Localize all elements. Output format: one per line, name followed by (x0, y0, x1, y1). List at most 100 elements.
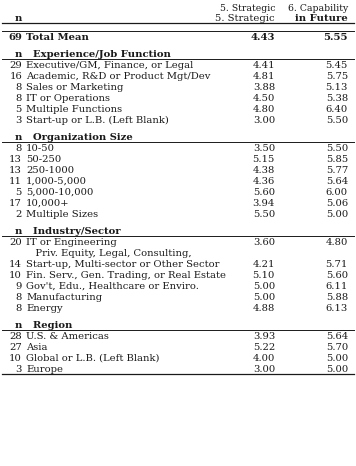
Text: IT or Operations: IT or Operations (26, 94, 110, 103)
Text: Total Mean: Total Mean (26, 33, 89, 42)
Text: 250-1000: 250-1000 (26, 166, 74, 175)
Text: Industry/Sector: Industry/Sector (26, 227, 121, 236)
Text: 8: 8 (16, 83, 22, 92)
Text: 28: 28 (9, 332, 22, 341)
Text: 29: 29 (9, 61, 22, 70)
Text: 5.00: 5.00 (253, 293, 275, 302)
Text: 13: 13 (9, 166, 22, 175)
Text: Academic, R&D or Product Mgt/Dev: Academic, R&D or Product Mgt/Dev (26, 72, 210, 81)
Text: 8: 8 (16, 144, 22, 153)
Text: 5,000-10,000: 5,000-10,000 (26, 188, 93, 197)
Text: Priv. Equity, Legal, Consulting,: Priv. Equity, Legal, Consulting, (26, 249, 192, 258)
Text: 5: 5 (16, 188, 22, 197)
Text: 5.45: 5.45 (326, 61, 348, 70)
Text: 6. Capability: 6. Capability (288, 4, 348, 13)
Text: 8: 8 (16, 293, 22, 302)
Text: 10: 10 (9, 354, 22, 363)
Text: 4.80: 4.80 (326, 238, 348, 247)
Text: 3: 3 (16, 116, 22, 125)
Text: 5.64: 5.64 (326, 332, 348, 341)
Text: 3.94: 3.94 (253, 199, 275, 208)
Text: 5.85: 5.85 (326, 155, 348, 164)
Text: 5.60: 5.60 (326, 271, 348, 280)
Text: n: n (15, 14, 22, 23)
Text: 5.50: 5.50 (326, 116, 348, 125)
Text: U.S. & Americas: U.S. & Americas (26, 332, 109, 341)
Text: n: n (15, 50, 22, 59)
Text: Executive/GM, Finance, or Legal: Executive/GM, Finance, or Legal (26, 61, 193, 70)
Text: 17: 17 (9, 199, 22, 208)
Text: Global or L.B. (Left Blank): Global or L.B. (Left Blank) (26, 354, 159, 363)
Text: Multiple Sizes: Multiple Sizes (26, 210, 98, 219)
Text: 2: 2 (16, 210, 22, 219)
Text: 5. Strategic: 5. Strategic (220, 4, 275, 13)
Text: in Future: in Future (295, 14, 348, 23)
Text: 11: 11 (9, 177, 22, 186)
Text: 4.41: 4.41 (252, 61, 275, 70)
Text: 5.06: 5.06 (326, 199, 348, 208)
Text: n: n (15, 321, 22, 330)
Text: 5.75: 5.75 (326, 72, 348, 81)
Text: Asia: Asia (26, 343, 47, 352)
Text: 5: 5 (16, 105, 22, 114)
Text: 5.70: 5.70 (326, 343, 348, 352)
Text: 3.93: 3.93 (253, 332, 275, 341)
Text: Region: Region (26, 321, 72, 330)
Text: 5.55: 5.55 (324, 33, 348, 42)
Text: 14: 14 (9, 260, 22, 269)
Text: IT or Engineering: IT or Engineering (26, 238, 117, 247)
Text: 20: 20 (9, 238, 22, 247)
Text: 50-250: 50-250 (26, 155, 61, 164)
Text: 3.60: 3.60 (253, 238, 275, 247)
Text: n: n (15, 133, 22, 142)
Text: 8: 8 (16, 94, 22, 103)
Text: 4.43: 4.43 (251, 33, 275, 42)
Text: 5.77: 5.77 (326, 166, 348, 175)
Text: 5.15: 5.15 (253, 155, 275, 164)
Text: 10-50: 10-50 (26, 144, 55, 153)
Text: Organization Size: Organization Size (26, 133, 133, 142)
Text: 3.88: 3.88 (253, 83, 275, 92)
Text: 10: 10 (9, 271, 22, 280)
Text: 4.36: 4.36 (253, 177, 275, 186)
Text: 5.00: 5.00 (326, 210, 348, 219)
Text: Start-up or L.B. (Left Blank): Start-up or L.B. (Left Blank) (26, 116, 169, 125)
Text: 5.50: 5.50 (326, 144, 348, 153)
Text: 3.00: 3.00 (253, 365, 275, 374)
Text: Energy: Energy (26, 304, 63, 313)
Text: 5.88: 5.88 (326, 293, 348, 302)
Text: Manufacturing: Manufacturing (26, 293, 102, 302)
Text: 5.22: 5.22 (253, 343, 275, 352)
Text: Start-up, Multi-sector or Other Sector: Start-up, Multi-sector or Other Sector (26, 260, 220, 269)
Text: 27: 27 (9, 343, 22, 352)
Text: 5. Strategic: 5. Strategic (215, 14, 275, 23)
Text: 3.50: 3.50 (253, 144, 275, 153)
Text: Sales or Marketing: Sales or Marketing (26, 83, 124, 92)
Text: 5.38: 5.38 (326, 94, 348, 103)
Text: 5.71: 5.71 (326, 260, 348, 269)
Text: 5.00: 5.00 (326, 354, 348, 363)
Text: 5.60: 5.60 (253, 188, 275, 197)
Text: 3: 3 (16, 365, 22, 374)
Text: 10,000+: 10,000+ (26, 199, 69, 208)
Text: Fin. Serv., Gen. Trading, or Real Estate: Fin. Serv., Gen. Trading, or Real Estate (26, 271, 226, 280)
Text: 4.00: 4.00 (253, 354, 275, 363)
Text: 4.50: 4.50 (253, 94, 275, 103)
Text: 3.00: 3.00 (253, 116, 275, 125)
Text: 5.13: 5.13 (326, 83, 348, 92)
Text: 1,000-5,000: 1,000-5,000 (26, 177, 87, 186)
Text: 4.81: 4.81 (252, 72, 275, 81)
Text: 8: 8 (16, 304, 22, 313)
Text: 5.00: 5.00 (326, 365, 348, 374)
Text: 5.64: 5.64 (326, 177, 348, 186)
Text: 6.40: 6.40 (326, 105, 348, 114)
Text: 4.38: 4.38 (253, 166, 275, 175)
Text: 4.88: 4.88 (253, 304, 275, 313)
Text: Experience/Job Function: Experience/Job Function (26, 50, 171, 59)
Text: 5.00: 5.00 (253, 282, 275, 291)
Text: 6.13: 6.13 (326, 304, 348, 313)
Text: 6.11: 6.11 (326, 282, 348, 291)
Text: 6.00: 6.00 (326, 188, 348, 197)
Text: 69: 69 (8, 33, 22, 42)
Text: 16: 16 (9, 72, 22, 81)
